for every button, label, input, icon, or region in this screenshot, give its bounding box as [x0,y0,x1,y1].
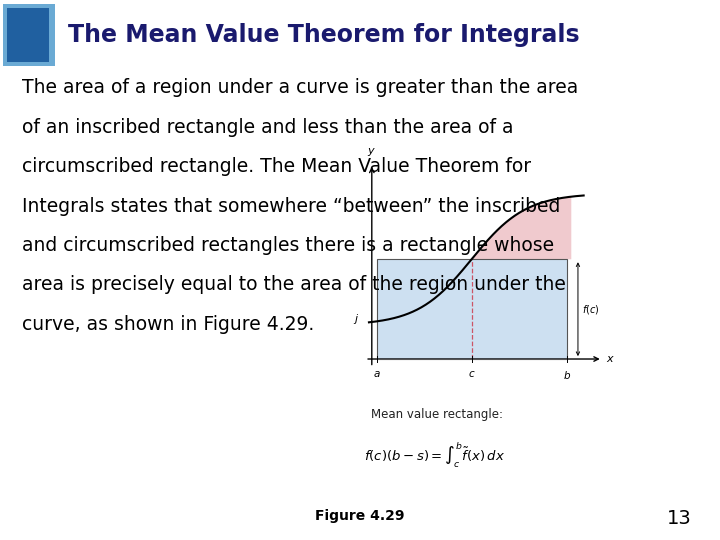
Text: of an inscribed rectangle and less than the area of a: of an inscribed rectangle and less than … [22,118,513,137]
Text: Figure 4.29: Figure 4.29 [315,509,405,523]
Text: $a$: $a$ [373,368,380,379]
Text: $f(c)(b - s) = \int_{c}^{b} \tilde{f}(x)\,dx$: $f(c)(b - s) = \int_{c}^{b} \tilde{f}(x)… [364,440,505,469]
FancyBboxPatch shape [3,4,55,66]
Text: and circumscribed rectangles there is a rectangle whose: and circumscribed rectangles there is a … [22,236,554,255]
Text: $f(c)$: $f(c)$ [582,302,599,316]
Text: $b$: $b$ [562,368,570,381]
Text: The area of a region under a curve is greater than the area: The area of a region under a curve is gr… [22,78,578,97]
Text: $j$: $j$ [353,312,359,326]
Text: circumscribed rectangle. The Mean Value Theorem for: circumscribed rectangle. The Mean Value … [22,157,531,176]
Bar [377,259,567,359]
Text: 13: 13 [667,509,691,528]
Text: area is precisely equal to the area of the region under the: area is precisely equal to the area of t… [22,275,565,294]
Text: $c$: $c$ [468,368,475,379]
Text: Integrals states that somewhere “between” the inscribed: Integrals states that somewhere “between… [22,197,560,215]
Text: $y$: $y$ [367,145,377,158]
Bar [377,259,567,359]
Text: curve, as shown in Figure 4.29.: curve, as shown in Figure 4.29. [22,315,314,334]
Text: Mean value rectangle:: Mean value rectangle: [371,408,503,421]
FancyBboxPatch shape [7,9,49,62]
Text: The Mean Value Theorem for Integrals: The Mean Value Theorem for Integrals [68,23,580,47]
Text: $x$: $x$ [606,354,616,364]
